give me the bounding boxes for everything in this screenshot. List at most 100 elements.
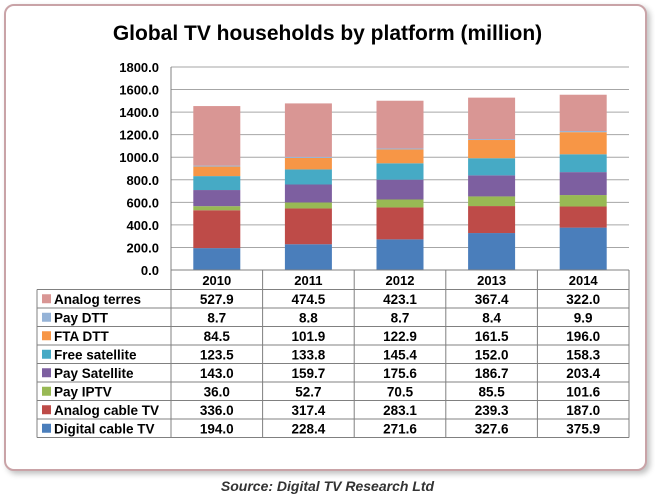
x-tick-label: 2014 (569, 273, 599, 288)
y-tick-label: 1800.0 (119, 60, 159, 75)
bar-segment (284, 156, 332, 158)
y-tick-label: 200.0 (126, 240, 159, 255)
bar-segment (193, 176, 241, 191)
bar-segment (468, 196, 516, 207)
data-table-cell: 8.8 (299, 310, 318, 325)
bar-segment (376, 148, 424, 150)
bar-segment (559, 195, 607, 207)
legend-label: Analog terres (54, 292, 141, 307)
y-tick-label: 600.0 (126, 195, 159, 210)
data-table-cell: 133.8 (292, 347, 326, 362)
bar-segment (559, 94, 607, 132)
data-table-cell: 187.0 (566, 403, 600, 418)
data-table-cell: 423.1 (383, 292, 417, 307)
bar-segment (284, 103, 332, 157)
bar-segment (193, 206, 241, 211)
bar-segment (376, 179, 424, 200)
bar-segment (468, 158, 516, 176)
data-table-cell: 203.4 (566, 366, 600, 381)
data-table-cell: 317.4 (292, 403, 326, 418)
data-table-cell: 336.0 (200, 403, 234, 418)
data-table-cell: 152.0 (475, 347, 509, 362)
chart-title: Global TV households by platform (millio… (112, 22, 543, 45)
legend-swatch (42, 368, 51, 378)
bar-segment (468, 206, 516, 234)
bar-segment (376, 149, 424, 164)
bar-segment (193, 166, 241, 177)
legend-swatch (42, 386, 51, 396)
data-table-cell: 194.0 (200, 421, 234, 436)
bar-segment (468, 233, 516, 270)
data-table-cell: 8.7 (207, 310, 226, 325)
data-table-cell: 158.3 (566, 347, 600, 362)
legend-swatch (42, 423, 51, 433)
legend-swatch (42, 294, 51, 304)
bar-segment (559, 172, 607, 196)
bar-segment (284, 184, 332, 203)
data-table-cell: 145.4 (383, 347, 417, 362)
bar-segment (284, 208, 332, 245)
data-table-cell: 527.9 (200, 292, 234, 307)
data-table-cell: 239.3 (475, 403, 509, 418)
data-table-cell: 36.0 (204, 384, 230, 399)
legend-label: Free satellite (54, 347, 137, 362)
data-table-cell: 228.4 (292, 421, 326, 436)
bar-segment (559, 206, 607, 228)
data-table-cell: 271.6 (383, 421, 417, 436)
bar-segment (376, 199, 424, 208)
data-table-cell: 175.6 (383, 366, 417, 381)
legend-swatch (42, 349, 51, 359)
bar-segment (193, 210, 241, 249)
data-table-cell: 84.5 (204, 329, 231, 344)
data-table-cell: 143.0 (200, 366, 234, 381)
legend-swatch (42, 331, 51, 341)
data-table-cell: 101.9 (292, 329, 326, 344)
bar-segment (559, 132, 607, 155)
legend-swatch (42, 312, 51, 322)
legend-label: Analog cable TV (54, 403, 159, 418)
x-tick-label: 2011 (294, 273, 322, 288)
source-caption: Source: Digital TV Research Ltd (220, 478, 435, 494)
data-table-cell: 70.5 (387, 384, 414, 399)
bar-segment (284, 157, 332, 170)
legend-label: Pay Satellite (54, 366, 134, 381)
bar-segment (193, 248, 241, 270)
legend-label: Digital cable TV (54, 421, 155, 436)
bar-segment (468, 140, 516, 159)
data-table-cell: 196.0 (566, 329, 600, 344)
y-tick-label: 1600.0 (119, 83, 159, 98)
bar-segment (284, 202, 332, 209)
legend-label: Pay IPTV (54, 384, 112, 399)
data-table-cell: 123.5 (200, 347, 234, 362)
data-table-cell: 375.9 (566, 421, 600, 436)
data-table-cell: 8.7 (391, 310, 410, 325)
data-table-cell: 52.7 (295, 384, 321, 399)
bar-segment (284, 169, 332, 185)
bar-segment (468, 139, 516, 141)
y-tick-label: 1000.0 (119, 150, 159, 165)
legend-label: Pay DTT (54, 310, 109, 325)
data-table-cell: 9.9 (574, 310, 593, 325)
data-table-cell: 186.7 (475, 366, 509, 381)
bar-segment (193, 165, 241, 167)
bar-segment (559, 227, 607, 270)
x-tick-label: 2013 (477, 273, 506, 288)
bar-segment (468, 175, 516, 197)
bar-segment (376, 163, 424, 180)
data-table-cell: 101.6 (566, 384, 600, 399)
y-tick-label: 1200.0 (119, 128, 159, 143)
x-tick-label: 2010 (202, 273, 231, 288)
data-table-cell: 474.5 (292, 292, 326, 307)
y-tick-label: 1400.0 (119, 105, 159, 120)
x-tick-label: 2012 (386, 273, 415, 288)
data-table-cell: 8.4 (482, 310, 501, 325)
y-tick-label: 800.0 (126, 173, 159, 188)
data-table-cell: 159.7 (292, 366, 326, 381)
data-table-cell: 327.6 (475, 421, 509, 436)
bar-segment (559, 131, 607, 133)
y-tick-label: 400.0 (126, 218, 159, 233)
bar-segment (193, 190, 241, 207)
bar-segment (468, 97, 516, 140)
bar-segment (376, 239, 424, 270)
